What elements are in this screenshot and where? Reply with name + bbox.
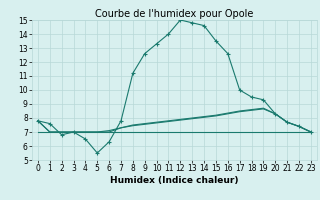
Title: Courbe de l'humidex pour Opole: Courbe de l'humidex pour Opole (95, 9, 253, 19)
X-axis label: Humidex (Indice chaleur): Humidex (Indice chaleur) (110, 176, 239, 185)
